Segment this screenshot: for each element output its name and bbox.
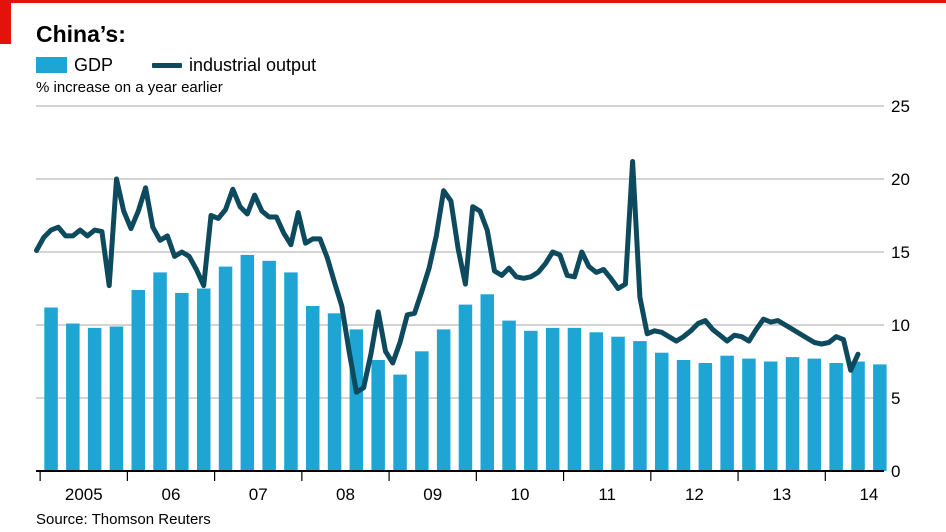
industrial-output-line-group [34, 159, 861, 395]
source-note: Source: Thomson Reuters [36, 511, 211, 528]
y-tick-label-10: 10 [891, 316, 910, 335]
industrial-output-line [34, 159, 861, 395]
x-tick-label-07: 07 [249, 485, 268, 504]
gdp-bar-2014Q2 [851, 361, 865, 471]
gdp-bar-2014Q1 [829, 363, 843, 471]
x-tick-label-06: 06 [162, 485, 181, 504]
gdp-bar-2011Q4 [633, 341, 647, 471]
gdp-bar-2007Q3 [262, 260, 276, 471]
gdp-bar-2006Q1 [131, 290, 145, 471]
gdp-bar-2007Q2 [240, 254, 255, 471]
gdp-bar-2010Q1 [480, 294, 494, 471]
gdp-bar-2011Q3 [611, 336, 625, 471]
gdp-bar-2012Q1 [655, 352, 669, 471]
y-tick-label-25: 25 [891, 97, 910, 116]
x-axis [36, 470, 884, 481]
gdp-bar-2008Q4 [371, 360, 385, 471]
gdp-bar-2009Q4 [458, 304, 473, 471]
gdp-bar-2005Q2 [66, 323, 80, 471]
gdp-bar-2009Q1 [393, 374, 407, 471]
gdp-bar-2011Q1 [567, 327, 582, 471]
x-tick-label-14: 14 [859, 485, 878, 504]
legend-label-gdp: GDP [74, 55, 114, 75]
top-rule [0, 0, 946, 3]
gdp-bar-2013Q4 [807, 358, 822, 471]
x-tick-label-09: 09 [423, 485, 442, 504]
gdp-bar-2010Q2 [502, 320, 516, 471]
x-tick-label-08: 08 [336, 485, 355, 504]
gdp-bar-2010Q4 [545, 327, 560, 471]
gdp-bar-2012Q3 [698, 363, 713, 471]
chart-title: China’s: [36, 21, 126, 47]
x-tick-label-13: 13 [772, 485, 791, 504]
gdp-bar-2007Q4 [284, 272, 298, 471]
gdp-bar-2009Q3 [436, 329, 451, 471]
gdp-bar-2012Q4 [720, 355, 734, 471]
gdp-bar-2005Q4 [109, 326, 124, 471]
gdp-bar-2013Q2 [764, 361, 778, 471]
x-tick-label-11: 11 [598, 485, 616, 504]
gdp-bar-2005Q3 [87, 327, 102, 471]
gdp-bar-2008Q2 [327, 313, 342, 471]
x-tick-label-12: 12 [685, 485, 704, 504]
gdp-bar-2005Q1 [44, 307, 58, 471]
gdp-bar-2007Q1 [218, 266, 233, 471]
gdp-bar-2010Q3 [524, 330, 538, 471]
gdp-bar-2011Q2 [589, 332, 603, 471]
gdp-bar-2008Q1 [306, 306, 320, 471]
gdp-bar-2006Q4 [197, 288, 211, 471]
gdp-bar-2008Q3 [349, 329, 364, 471]
gdp-bars [44, 254, 887, 471]
gdp-bar-2013Q3 [785, 357, 800, 471]
y-tick-label-0: 0 [891, 462, 900, 481]
x-tick-label-10: 10 [511, 485, 530, 504]
y-tick-label-15: 15 [891, 243, 910, 262]
gdp-swatch [36, 57, 67, 73]
gdp-bar-2013Q1 [742, 358, 756, 471]
gdp-bar-2006Q3 [175, 292, 189, 471]
gdp-bar-2014Q3 [873, 364, 887, 471]
y-tick-label-20: 20 [891, 170, 910, 189]
legend-label-industrial-output: industrial output [189, 55, 317, 75]
y-axis-labels: 0 5 10 15 20 25 [891, 97, 910, 481]
chart-subtitle: % increase on a year earlier [36, 79, 223, 96]
gdp-bar-2012Q2 [676, 360, 691, 471]
x-axis-labels: 2005 06 07 08 09 10 11 12 13 14 [65, 485, 878, 504]
x-tick-label-2005: 2005 [65, 485, 103, 504]
industrial-output-swatch [152, 63, 182, 68]
gdp-bar-2006Q2 [153, 272, 167, 471]
y-tick-label-5: 5 [891, 389, 900, 408]
brand-red-tab [0, 0, 11, 44]
gdp-bar-2009Q2 [415, 351, 429, 471]
